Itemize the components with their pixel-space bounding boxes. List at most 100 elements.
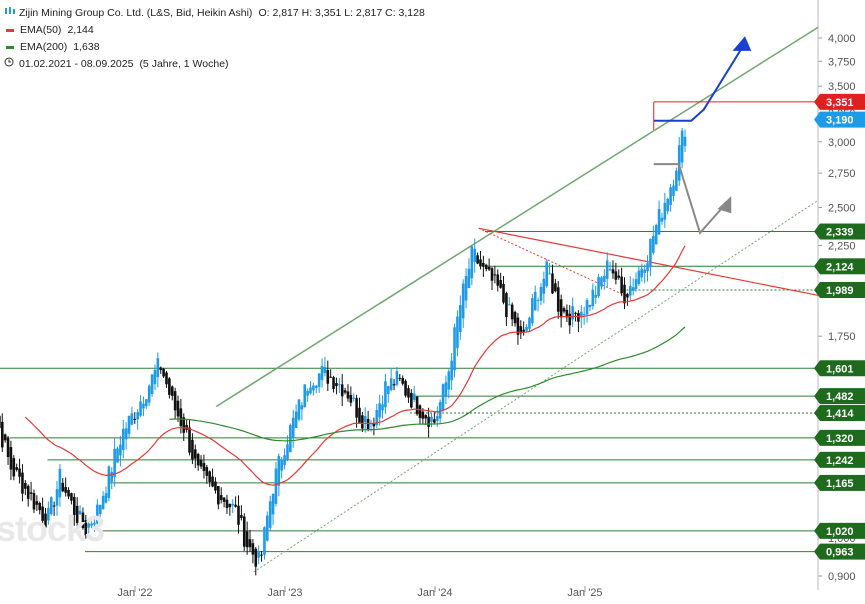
level-badge: 1,020	[814, 522, 865, 539]
candle-body	[107, 466, 111, 498]
candle-body	[531, 298, 534, 324]
candle-body	[55, 489, 59, 506]
y-tick-label: 2,250	[828, 241, 856, 253]
candle-body	[12, 458, 16, 477]
level-badge-box	[820, 543, 865, 560]
candle-body	[234, 504, 237, 507]
candle-body	[611, 269, 615, 274]
candle-body	[231, 503, 235, 506]
candle-body	[643, 269, 646, 273]
close-badge-label: 3,190	[826, 115, 854, 127]
candle-body	[349, 394, 353, 403]
candle-body	[412, 393, 416, 401]
level-badge-pointer	[814, 474, 820, 491]
candle-body	[119, 444, 122, 456]
candle-body	[591, 289, 595, 306]
candle-body	[556, 287, 560, 312]
candle-body	[608, 269, 612, 271]
candle-body	[361, 415, 364, 429]
candle-body	[98, 504, 102, 515]
candle-body	[61, 482, 65, 492]
candle-body	[73, 496, 76, 516]
level-badge-label: 1,320	[826, 433, 854, 445]
candle-body	[257, 551, 260, 558]
candle-body	[335, 383, 338, 387]
candle-body	[165, 372, 168, 385]
channel-lower-line	[253, 199, 819, 573]
candle-body	[219, 495, 223, 500]
candle-body	[461, 283, 465, 319]
candle-body	[433, 419, 436, 423]
candle-body	[58, 468, 62, 498]
candle-body	[545, 261, 549, 287]
bullish-projection-arrow	[653, 48, 743, 122]
candles-group	[0, 127, 687, 576]
level-badge-label: 0,963	[826, 547, 854, 559]
level-badge: 1,482	[814, 388, 865, 405]
candle-body	[669, 187, 672, 205]
level-badge-label: 1,165	[826, 478, 854, 490]
high-badge: 3,351	[814, 93, 865, 110]
candle-body	[47, 507, 50, 521]
candle-body	[473, 248, 477, 262]
candle-body	[70, 493, 73, 501]
candle-body	[649, 238, 652, 268]
candle-body	[217, 486, 220, 505]
candle-body	[366, 418, 370, 430]
candle-body	[133, 418, 137, 420]
candle-body	[459, 305, 462, 333]
candle-body	[9, 447, 13, 470]
candle-body	[522, 329, 525, 332]
ema50-line	[24, 245, 686, 486]
candle-body	[626, 293, 629, 298]
ema50-label: EMA(50)	[20, 24, 62, 36]
candle-body	[121, 428, 125, 450]
ema200-value: 1,638	[73, 41, 100, 53]
y-tick-label: 0,900	[828, 571, 856, 583]
candle-body	[283, 455, 286, 466]
level-badge-label: 1,020	[826, 526, 854, 538]
candle-body	[447, 371, 451, 390]
y-tick-label: 3,000	[828, 137, 856, 149]
candle-body	[93, 522, 96, 525]
candle-body	[378, 403, 381, 418]
candle-body	[404, 380, 407, 396]
candle-body	[24, 482, 27, 489]
candle-body	[0, 415, 1, 429]
candle-body	[289, 424, 292, 453]
candle-body	[392, 384, 396, 386]
candle-body	[130, 413, 134, 425]
candle-body	[3, 434, 7, 441]
level-badge-box	[820, 281, 865, 298]
candle-body	[64, 487, 67, 493]
level-badge-box	[820, 223, 865, 240]
candle-body	[309, 387, 312, 394]
level-badge-label: 1,601	[826, 363, 854, 375]
candle-body	[136, 412, 139, 420]
candle-body	[168, 378, 171, 395]
ema200-swatch	[6, 46, 14, 49]
candle-body	[482, 262, 485, 267]
candle-body	[346, 391, 350, 399]
candle-body	[159, 367, 163, 370]
candle-body	[156, 358, 160, 377]
candle-body	[528, 317, 531, 329]
candle-body	[441, 384, 445, 411]
candle-body	[663, 202, 667, 220]
candle-body	[646, 263, 649, 272]
candle-body	[470, 246, 474, 279]
candle-body	[320, 366, 324, 381]
candle-body	[499, 280, 502, 288]
arrow-head-blue	[732, 36, 752, 51]
candle-body	[579, 311, 583, 318]
level-badge: 1,601	[814, 360, 865, 377]
candle-body	[323, 366, 327, 374]
candle-body	[32, 493, 36, 510]
legend-ohlc: O: 2,817 H: 3,351 L: 2,817 C: 3,128	[258, 7, 425, 19]
candle-body	[588, 304, 592, 308]
candle-body	[329, 376, 332, 378]
candle-body	[352, 397, 356, 399]
candle-body	[358, 407, 361, 423]
candle-body	[551, 273, 554, 294]
candle-body	[542, 278, 546, 294]
